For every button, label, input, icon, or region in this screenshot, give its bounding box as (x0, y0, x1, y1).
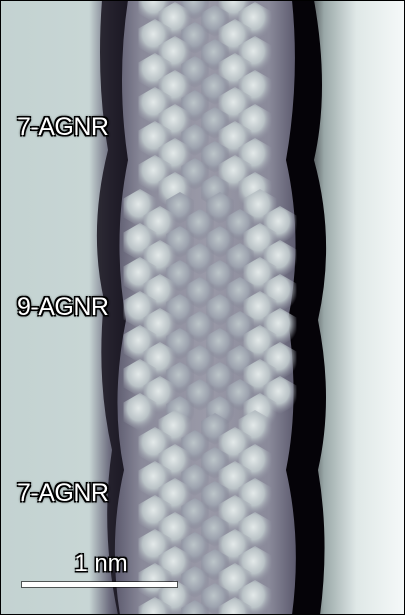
segment-label-top: 7-AGNR (17, 113, 109, 141)
lattice-lobe (123, 393, 157, 431)
lattice-lobe (206, 294, 234, 326)
lattice-lobe (186, 243, 214, 275)
lattice-lobe (206, 260, 234, 292)
lattice-lobe (218, 597, 252, 615)
lattice-lobe (206, 226, 234, 258)
lattice-lobe (206, 362, 234, 394)
segment-label-bottom: 7-AGNR (17, 479, 109, 507)
lattice-lobe (186, 277, 214, 309)
lattice-lobe (206, 328, 234, 360)
lattice-lobe (186, 209, 214, 241)
segment-label-middle: 9-AGNR (17, 293, 109, 321)
scale-bar (22, 582, 177, 587)
lattice-lobe (138, 597, 172, 615)
scale-bar-label: 1 nm (74, 550, 128, 577)
lattice-lobe (186, 379, 214, 411)
lattice-lobe (186, 345, 214, 377)
lattice-lobe (181, 600, 209, 615)
lattice-lobe (206, 192, 234, 224)
lattice-lobe (186, 311, 214, 343)
